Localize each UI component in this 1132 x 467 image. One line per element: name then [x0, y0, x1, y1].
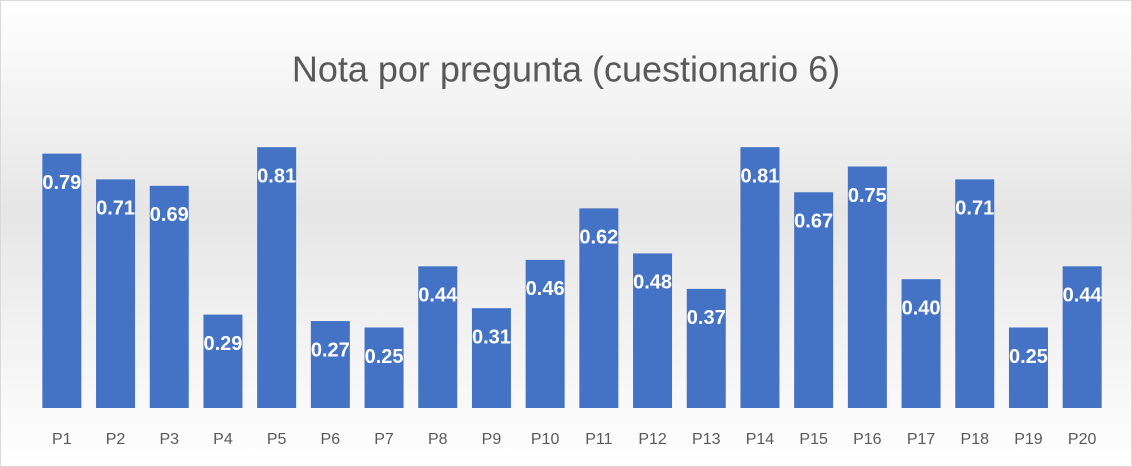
bar: [579, 208, 619, 408]
data-label: 0.81: [257, 165, 296, 187]
x-tick-label: P19: [1014, 431, 1043, 448]
x-tick-label: P2: [106, 431, 126, 448]
data-label: 0.81: [740, 165, 779, 187]
x-tick-label: P3: [159, 431, 179, 448]
data-label: 0.75: [848, 185, 887, 207]
x-tick-label: P9: [482, 431, 502, 448]
x-tick-label: P11: [585, 431, 612, 448]
data-label: 0.37: [687, 307, 726, 329]
bar: [203, 314, 243, 408]
data-label: 0.67: [794, 211, 833, 233]
bar: [471, 308, 511, 408]
data-label: 0.25: [1009, 346, 1048, 368]
bar: [1008, 327, 1048, 408]
x-tick-label: P5: [267, 431, 287, 448]
data-label: 0.71: [96, 198, 135, 220]
x-tick-label: P10: [531, 431, 560, 448]
bar: [310, 321, 350, 408]
bar: [96, 179, 136, 408]
bar: [633, 253, 673, 408]
x-tick-label: P8: [428, 431, 448, 448]
x-tick-label: P18: [961, 431, 990, 448]
data-label: 0.40: [902, 297, 941, 319]
data-label: 0.79: [42, 172, 81, 194]
x-tick-label: P4: [213, 431, 233, 448]
bar: [149, 185, 189, 408]
bar: [418, 266, 458, 408]
bar: [257, 147, 297, 408]
bar: [364, 327, 404, 408]
x-tick-label: P17: [907, 431, 936, 448]
bar: [901, 279, 941, 408]
bar: [1062, 266, 1102, 408]
x-tick-label: P13: [692, 431, 721, 448]
data-label: 0.44: [418, 285, 458, 307]
data-label: 0.62: [579, 227, 618, 249]
x-tick-label: P14: [746, 431, 775, 448]
data-label: 0.69: [150, 204, 189, 226]
data-label: 0.29: [203, 333, 242, 355]
x-tick-label: P1: [52, 431, 72, 448]
chart-title: Nota por pregunta (cuestionario 6): [292, 49, 840, 90]
data-label: 0.48: [633, 272, 672, 294]
data-label: 0.25: [365, 346, 404, 368]
data-label: 0.71: [955, 198, 994, 220]
data-label: 0.27: [311, 339, 350, 361]
x-tick-label: P12: [638, 431, 667, 448]
x-tick-label: P7: [374, 431, 394, 448]
data-label: 0.46: [526, 278, 565, 300]
x-tick-label: P20: [1068, 431, 1097, 448]
bar: [794, 192, 834, 408]
bar: [847, 166, 887, 408]
bar: [740, 147, 780, 408]
x-tick-label: P16: [853, 431, 882, 448]
x-tick-label: P15: [799, 431, 828, 448]
bar: [955, 179, 995, 408]
bar: [42, 153, 82, 408]
data-label: 0.31: [472, 326, 511, 348]
bar: [525, 259, 565, 408]
data-label: 0.44: [1063, 285, 1103, 307]
bar: [686, 288, 726, 408]
x-tick-label: P6: [321, 431, 341, 448]
